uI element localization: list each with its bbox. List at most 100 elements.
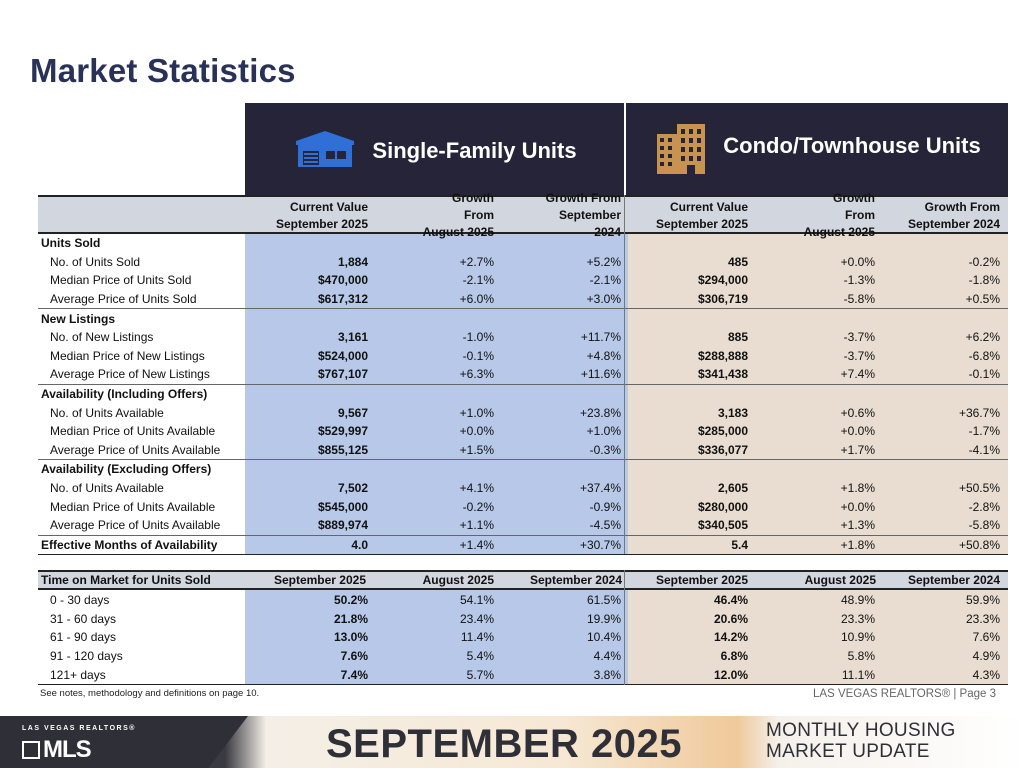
cell-value: +7.4% [840,367,875,382]
cell-value: 10.9% [840,630,875,645]
cell-value: +0.5% [965,292,1000,307]
section-title: Availability (Excluding Offers) [41,462,212,477]
cell-value: +1.0% [586,424,621,439]
cell-value: 485 [727,254,748,269]
row-label: Median Price of Units Available [50,499,216,514]
cell-value: -1.0% [462,330,494,345]
cell-value: 54.1% [459,593,494,608]
cell-value: -0.2% [968,254,1000,269]
section-divider [38,459,1008,461]
cell-value: -6.8% [968,348,1000,363]
cell-value: 9,567 [337,405,368,420]
row-label: Median Price of New Listings [50,348,205,363]
cell-value: $336,077 [697,442,748,457]
cell-value: +0.0% [840,424,875,439]
tom-header-6: September 2024 [907,573,1000,587]
col-header-sf-growth-month: Growth From August 2025 [422,191,494,239]
cell-value: +11.7% [580,330,621,345]
cell-value: 4.0 [351,537,368,552]
cell-value: $617,312 [317,292,368,307]
condo-label: Condo/Townhouse Units [723,133,981,158]
cell-value: $889,974 [317,518,368,533]
row-label: No. of Units Available [50,481,164,496]
section-title: New Listings [41,311,116,326]
cell-value: +2.7% [459,254,494,269]
methodology-note: See notes, methodology and definitions o… [40,688,260,699]
section-divider [38,308,1008,310]
cell-value: -5.8% [843,292,875,307]
cell-value: +50.8% [958,537,1000,552]
table-row: Median Price of Units Sold $470,000 -2.1% -… [38,271,1008,290]
row-label: 31 - 60 days [50,611,117,626]
cell-value: 6.8% [720,649,748,664]
cell-value: 23.3% [840,611,875,626]
tom-header-5: August 2025 [804,573,876,587]
row-label: No. of Units Sold [50,254,141,269]
cell-value: -1.7% [968,424,1000,439]
cell-value: 13.0% [333,630,368,645]
cell-value: -0.2% [462,499,494,514]
cell-value: +1.8% [840,537,875,552]
section-divider [38,383,1008,385]
cell-value: -3.7% [843,330,875,345]
table-row: Median Price of New Listings $524,000 -0.1… [38,347,1008,366]
cell-value: -2.1% [462,273,494,288]
cell-value: -0.9% [589,499,621,514]
row-label: Average Price of Units Available [50,442,221,457]
table-row: 31 - 60 days 21.8% 23.4% 19.9% 20.6% 23.3% 23.… [38,610,1008,629]
page-title: Market Statistics [30,52,296,89]
cell-value: 23.4% [459,611,494,626]
cell-value: 885 [727,330,748,345]
cell-value: +5.2% [586,254,621,269]
footer-update-line2: MARKET UPDATE [766,741,930,762]
table-row: No. of Units Available 9,567 +1.0% +23.8% 3,… [38,403,1008,422]
cell-value: -4.1% [968,442,1000,457]
cell-value: +11.6% [580,367,621,382]
cell-value: 11.4% [460,630,494,645]
section-title-row: Units Sold [38,234,1008,253]
cell-value: 7.6% [972,630,1000,645]
cell-value: -0.3% [589,442,621,457]
tom-header-2: August 2025 [422,573,494,587]
col-header-condo-growth-year: Growth From September 2024 [907,199,1000,231]
table-row: Average Price of Units Sold $617,312 +6.0%… [38,290,1008,309]
cell-value: 11.1% [841,667,875,682]
cell-value: -1.8% [968,273,1000,288]
col-header-sf-growth-year: Growth From September 2024 [545,191,621,239]
cell-value: +0.0% [459,424,494,439]
tom-header-3: September 2024 [529,573,622,587]
col-header-condo-growth-month: Growth From August 2025 [803,191,875,239]
cell-value: +4.8% [586,348,621,363]
table-row: 0 - 30 days 50.2% 54.1% 61.5% 46.4% 48.9% 59.9… [38,591,1008,610]
cell-value: +6.3% [459,367,494,382]
cell-value: 10.4% [586,630,621,645]
cell-value: $855,125 [317,442,368,457]
table-row: Average Price of Units Available $855,125… [38,441,1008,460]
row-label: Average Price of Units Available [50,518,221,533]
cell-value: 7.4% [340,667,368,682]
cell-value: +1.7% [840,442,875,457]
cell-value: 7.6% [340,649,368,664]
cell-value: +1.0% [459,405,494,420]
cell-value: 4.9% [972,649,1000,664]
cell-value: +36.7% [958,405,1000,420]
time-on-market-title: Time on Market for Units Sold [41,573,211,587]
house-icon [296,131,355,167]
cell-value: 7,502 [337,481,368,496]
cell-value: $545,000 [317,499,368,514]
cell-value: -0.1% [462,348,494,363]
table-row: Average Price of Units Available $889,974… [38,516,1008,535]
column-divider [624,195,625,554]
table-row: 61 - 90 days 13.0% 11.4% 10.4% 14.2% 10.9% 7.6… [38,628,1008,647]
cell-value: 1,884 [337,254,368,269]
row-label: 121+ days [50,667,106,682]
footer-banner: LAS VEGAS REALTORS® MLS SEPTEMBER 2025 M… [0,716,1024,768]
cell-value: -2.1% [589,273,621,288]
table-row: 121+ days 7.4% 5.7% 3.8% 12.0% 11.1% 4.3% [38,665,1008,684]
row-label: Median Price of Units Sold [50,273,192,288]
statistics-table: Units Sold No. of Units Sold 1,884 +2.7% +5.… [38,234,1008,555]
cell-value: +1.5% [459,442,494,457]
cell-value: 4.4% [593,649,621,664]
row-label: Average Price of New Listings [50,367,210,382]
time-on-market-header: Time on Market for Units Sold September … [38,570,1008,590]
